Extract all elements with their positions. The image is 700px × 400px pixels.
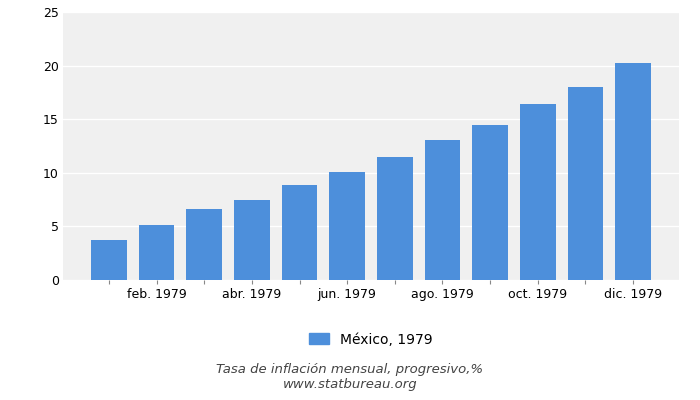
Bar <box>425 140 461 280</box>
Bar <box>520 104 556 280</box>
Legend: México, 1979: México, 1979 <box>309 332 433 346</box>
Bar <box>281 184 317 280</box>
Bar <box>234 200 270 280</box>
Bar <box>186 209 222 280</box>
Bar <box>377 157 413 280</box>
Bar <box>615 64 651 280</box>
Text: www.statbureau.org: www.statbureau.org <box>283 378 417 391</box>
Text: Tasa de inflación mensual, progresivo,%: Tasa de inflación mensual, progresivo,% <box>216 364 484 376</box>
Bar <box>329 172 365 280</box>
Bar <box>568 87 603 280</box>
Bar <box>91 240 127 280</box>
Bar <box>139 225 174 280</box>
Bar <box>473 124 508 280</box>
